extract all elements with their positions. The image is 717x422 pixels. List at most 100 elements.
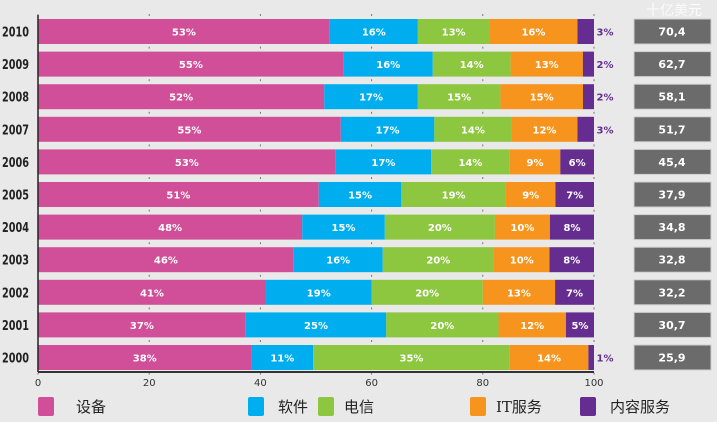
legend-item-telecom: 电信 bbox=[318, 396, 374, 417]
data-label: 3% bbox=[597, 28, 614, 39]
data-label: 7% bbox=[566, 288, 583, 299]
data-label: 14% bbox=[460, 60, 484, 71]
bar-segment bbox=[565, 312, 594, 338]
bar-segment bbox=[38, 182, 319, 207]
legend-swatch bbox=[248, 397, 264, 416]
data-label: 15% bbox=[348, 191, 372, 202]
bar-segment bbox=[417, 84, 501, 110]
data-label: 16% bbox=[521, 28, 545, 39]
bar-segment bbox=[38, 214, 303, 240]
total-value: 62,7 bbox=[658, 58, 685, 71]
y-category-label: 2000 bbox=[2, 352, 29, 367]
data-label: 6% bbox=[569, 158, 586, 169]
bar-segment bbox=[38, 279, 266, 305]
data-label: 14% bbox=[537, 354, 561, 365]
data-label: 53% bbox=[172, 28, 196, 39]
data-label: 51% bbox=[166, 191, 190, 202]
legend-label: 设备 bbox=[76, 398, 107, 416]
data-label: 3% bbox=[597, 125, 614, 136]
legend-item-content-services: 内容服务 bbox=[580, 396, 670, 417]
data-label: 53% bbox=[175, 158, 199, 169]
bar-segment bbox=[335, 149, 432, 175]
data-label: 20% bbox=[430, 321, 454, 332]
data-label: 20% bbox=[426, 256, 450, 267]
bar-segment bbox=[38, 247, 294, 273]
total-box bbox=[633, 181, 712, 208]
y-category-label: 2007 bbox=[2, 123, 29, 138]
bar-segment bbox=[401, 182, 506, 207]
bar-segment bbox=[38, 116, 341, 142]
bar-segment bbox=[560, 149, 594, 175]
data-label: 37% bbox=[130, 321, 154, 332]
data-label: 14% bbox=[458, 158, 482, 169]
total-box bbox=[633, 148, 712, 175]
data-label: 13% bbox=[535, 60, 559, 71]
bar-segment bbox=[555, 279, 594, 305]
legend-swatch bbox=[38, 397, 54, 416]
data-label: 8% bbox=[563, 223, 580, 234]
total-box bbox=[633, 279, 712, 306]
bar-segment bbox=[343, 51, 433, 77]
bar-segment bbox=[549, 247, 594, 273]
data-label: 10% bbox=[510, 256, 534, 267]
x-tick-label: 0 bbox=[35, 378, 41, 389]
data-label: 13% bbox=[507, 288, 531, 299]
total-value: 70,4 bbox=[658, 26, 685, 39]
total-box bbox=[633, 344, 712, 371]
total-value: 30,7 bbox=[658, 319, 685, 332]
bar-segment bbox=[494, 214, 550, 240]
data-label: 9% bbox=[527, 158, 544, 169]
y-category-label: 2001 bbox=[2, 319, 29, 334]
data-label: 9% bbox=[522, 191, 539, 202]
bar-segment bbox=[371, 279, 483, 305]
bar-segment bbox=[555, 182, 594, 207]
bar-segment bbox=[313, 345, 510, 370]
legend-item-it-services: IT服务 bbox=[470, 396, 542, 417]
bar-segment bbox=[38, 51, 344, 77]
bar-segment bbox=[265, 279, 372, 305]
legend-label: 软件 bbox=[278, 398, 309, 416]
bar-segment bbox=[318, 182, 402, 207]
bar-segment bbox=[431, 149, 510, 175]
bar-segment bbox=[340, 116, 435, 142]
y-category-label: 2004 bbox=[2, 221, 29, 236]
bar-segment bbox=[482, 279, 556, 305]
total-box bbox=[633, 83, 712, 110]
data-label: 17% bbox=[376, 125, 400, 136]
data-label: 20% bbox=[428, 223, 452, 234]
data-label: 17% bbox=[359, 93, 383, 104]
total-value: 45,4 bbox=[658, 156, 685, 169]
bar-segment bbox=[38, 149, 336, 175]
bar-segment bbox=[489, 19, 578, 44]
data-label: 5% bbox=[571, 321, 588, 332]
data-label: 12% bbox=[520, 321, 544, 332]
data-label: 2% bbox=[597, 60, 614, 71]
x-tick-label: 60 bbox=[365, 378, 378, 389]
total-value: 58,1 bbox=[658, 91, 685, 104]
data-label: 15% bbox=[530, 93, 554, 104]
data-label: 15% bbox=[447, 93, 471, 104]
bar-segment bbox=[245, 312, 387, 338]
y-category-label: 2002 bbox=[2, 286, 29, 301]
y-category-label: 2005 bbox=[2, 189, 29, 204]
data-label: 13% bbox=[442, 28, 466, 39]
data-label: 17% bbox=[371, 158, 395, 169]
data-label: 10% bbox=[510, 223, 534, 234]
bar-segment bbox=[509, 345, 589, 370]
total-value: 34,8 bbox=[658, 221, 685, 234]
data-label: 16% bbox=[326, 256, 350, 267]
total-box bbox=[633, 311, 712, 338]
legend-swatch bbox=[318, 397, 334, 416]
bar-segment bbox=[38, 345, 252, 370]
data-label: 46% bbox=[154, 256, 178, 267]
total-value: 51,7 bbox=[658, 123, 685, 136]
y-category-label: 2003 bbox=[2, 254, 29, 269]
bar-segment bbox=[434, 116, 512, 142]
total-box bbox=[633, 18, 712, 45]
bar-segment bbox=[251, 345, 314, 370]
total-value: 37,9 bbox=[658, 189, 685, 202]
data-label: 16% bbox=[362, 28, 386, 39]
bar-segment bbox=[509, 149, 561, 175]
data-label: 12% bbox=[532, 125, 556, 136]
